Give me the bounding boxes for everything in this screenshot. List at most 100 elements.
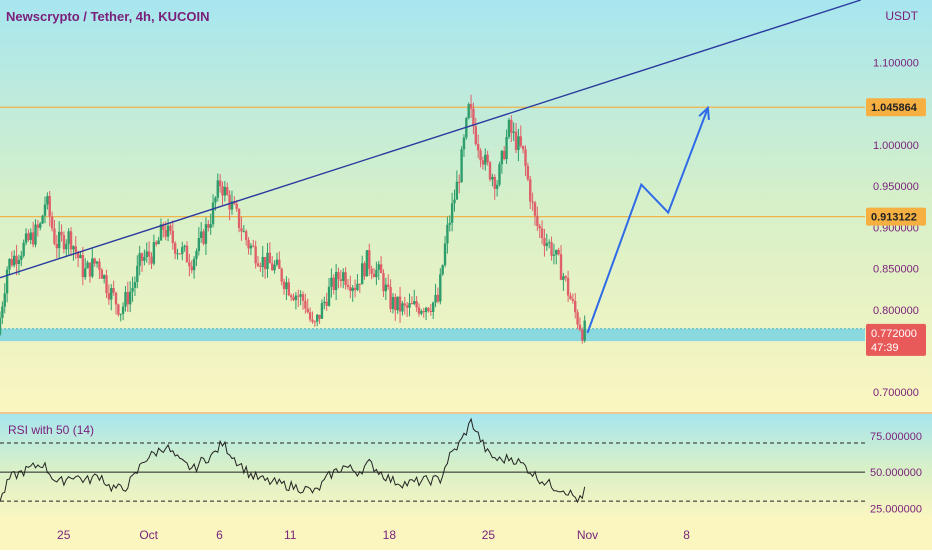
candle[interactable]: [271, 256, 274, 271]
candle[interactable]: [394, 293, 397, 321]
candle[interactable]: [377, 260, 380, 280]
candle[interactable]: [20, 250, 23, 267]
candle[interactable]: [185, 241, 189, 263]
candle[interactable]: [481, 156, 485, 170]
candle[interactable]: [460, 146, 463, 183]
candle[interactable]: [545, 233, 549, 251]
candle[interactable]: [211, 194, 215, 228]
candle[interactable]: [318, 314, 321, 324]
candle[interactable]: [559, 245, 563, 281]
candle[interactable]: [498, 161, 501, 187]
candle[interactable]: [571, 293, 575, 304]
candle[interactable]: [360, 255, 364, 285]
candle[interactable]: [204, 217, 208, 255]
candle[interactable]: [275, 252, 279, 267]
candle[interactable]: [472, 102, 475, 135]
candle[interactable]: [429, 304, 433, 316]
candle[interactable]: [476, 134, 480, 159]
candle[interactable]: [188, 253, 191, 277]
candle[interactable]: [24, 228, 28, 246]
candle[interactable]: [474, 117, 477, 146]
candle[interactable]: [517, 128, 520, 162]
candle[interactable]: [443, 235, 447, 268]
candle[interactable]: [420, 309, 423, 316]
candle[interactable]: [500, 149, 504, 174]
candle[interactable]: [128, 281, 132, 313]
candle[interactable]: [200, 222, 203, 243]
candle[interactable]: [72, 245, 75, 261]
candle[interactable]: [484, 148, 487, 171]
candle[interactable]: [173, 241, 177, 260]
candle[interactable]: [273, 260, 276, 274]
candle[interactable]: [576, 309, 579, 329]
candle[interactable]: [382, 269, 385, 297]
candle[interactable]: [458, 174, 461, 194]
candle[interactable]: [503, 146, 506, 161]
candle[interactable]: [342, 268, 345, 289]
candle[interactable]: [169, 223, 172, 235]
candle[interactable]: [448, 215, 451, 232]
candle[interactable]: [339, 269, 343, 288]
candle[interactable]: [491, 173, 494, 187]
candle[interactable]: [424, 306, 428, 321]
candle[interactable]: [261, 245, 264, 277]
candle[interactable]: [247, 237, 250, 255]
candle[interactable]: [351, 285, 354, 302]
candle[interactable]: [147, 241, 151, 265]
projected-path[interactable]: [586, 107, 709, 334]
candle[interactable]: [313, 320, 317, 327]
candle[interactable]: [557, 247, 560, 256]
candle[interactable]: [268, 242, 272, 264]
candle[interactable]: [370, 265, 373, 280]
candle[interactable]: [387, 274, 390, 290]
candle[interactable]: [84, 258, 87, 280]
candle[interactable]: [263, 256, 267, 279]
candle[interactable]: [413, 289, 416, 306]
candle[interactable]: [102, 274, 106, 284]
candle[interactable]: [356, 274, 359, 292]
candle[interactable]: [495, 180, 499, 197]
candle[interactable]: [408, 293, 411, 317]
candle[interactable]: [486, 150, 489, 166]
candle[interactable]: [218, 174, 222, 193]
candle[interactable]: [439, 268, 442, 305]
candle[interactable]: [209, 213, 212, 235]
candle[interactable]: [48, 190, 51, 227]
candle[interactable]: [465, 116, 468, 140]
candle[interactable]: [244, 229, 248, 246]
candle[interactable]: [294, 292, 298, 310]
candle[interactable]: [315, 314, 319, 327]
candle[interactable]: [308, 307, 312, 323]
candle[interactable]: [566, 270, 570, 302]
candle[interactable]: [53, 219, 56, 246]
candle[interactable]: [171, 220, 175, 250]
candle[interactable]: [0, 311, 2, 336]
candle[interactable]: [510, 115, 513, 143]
candle[interactable]: [240, 216, 243, 241]
candle[interactable]: [43, 196, 47, 224]
candle[interactable]: [114, 291, 118, 315]
candle[interactable]: [301, 291, 305, 310]
candle[interactable]: [100, 267, 103, 279]
candle[interactable]: [131, 276, 134, 302]
candle[interactable]: [396, 296, 399, 314]
candle[interactable]: [1, 301, 4, 324]
candle[interactable]: [405, 301, 409, 318]
candle[interactable]: [507, 118, 511, 140]
candle[interactable]: [320, 299, 324, 320]
candle[interactable]: [446, 216, 449, 254]
candle[interactable]: [36, 219, 40, 237]
candle[interactable]: [344, 267, 347, 290]
candle[interactable]: [159, 218, 163, 241]
candle[interactable]: [325, 292, 328, 311]
candle[interactable]: [278, 251, 281, 269]
candle[interactable]: [285, 276, 288, 300]
candle[interactable]: [521, 145, 525, 154]
candle[interactable]: [126, 281, 130, 312]
candle[interactable]: [455, 170, 459, 200]
candle[interactable]: [60, 224, 63, 242]
rsi-line[interactable]: [0, 417, 586, 504]
candle[interactable]: [346, 278, 350, 290]
candle[interactable]: [190, 260, 193, 274]
